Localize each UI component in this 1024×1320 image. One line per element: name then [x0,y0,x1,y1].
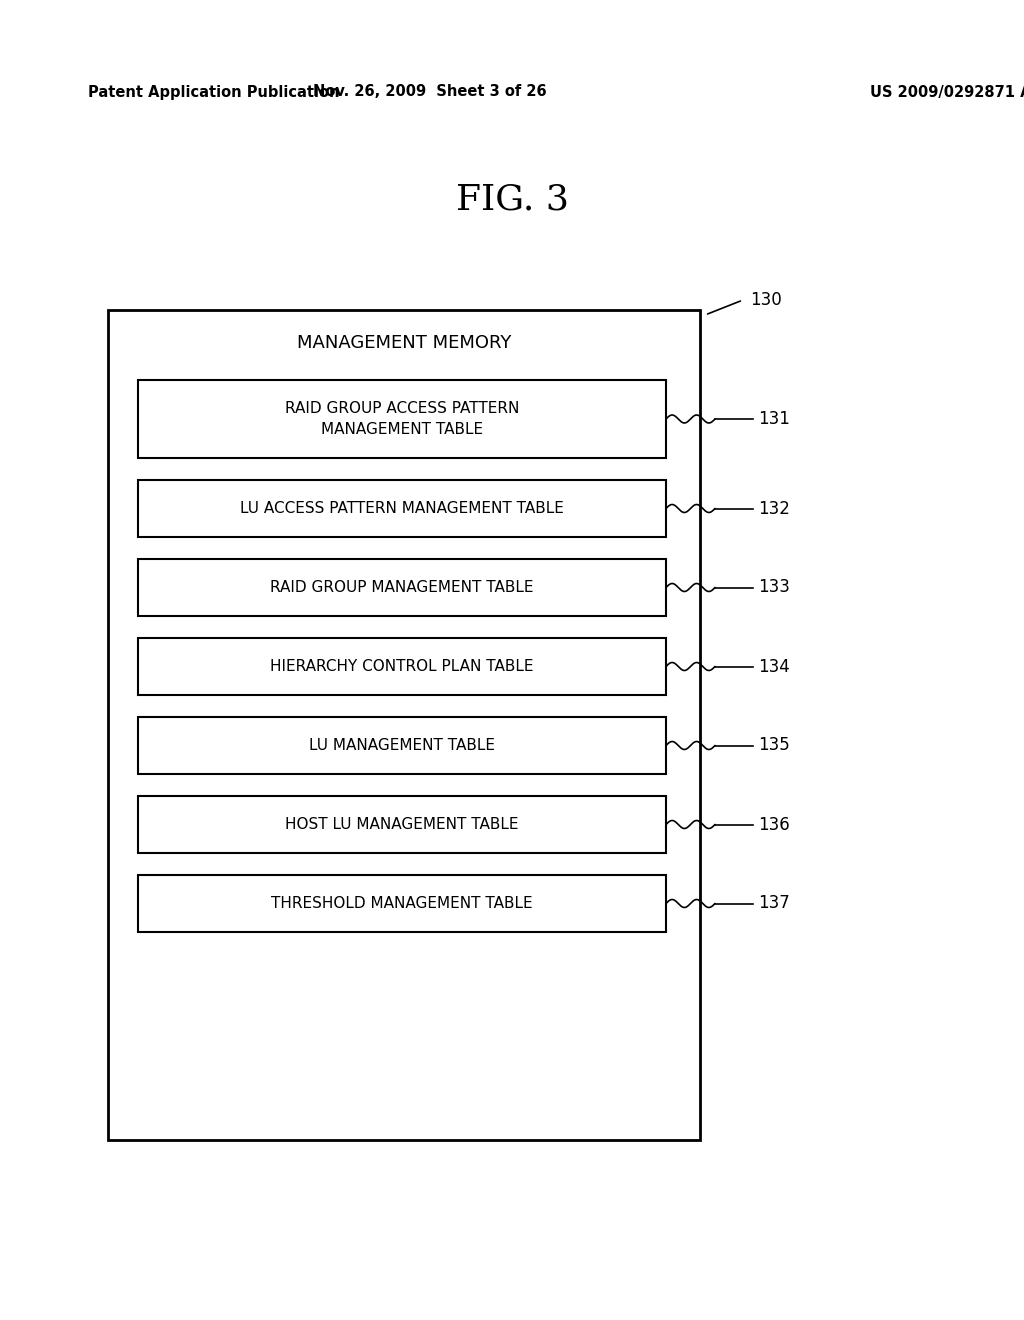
Text: Patent Application Publication: Patent Application Publication [88,84,340,99]
Bar [108,310,700,1140]
Text: LU ACCESS PATTERN MANAGEMENT TABLE: LU ACCESS PATTERN MANAGEMENT TABLE [240,502,564,516]
Text: RAID GROUP MANAGEMENT TABLE: RAID GROUP MANAGEMENT TABLE [270,579,534,595]
Bar [138,875,666,932]
Bar [138,480,666,537]
Text: 133: 133 [758,578,790,597]
Text: 137: 137 [758,895,790,912]
Text: 134: 134 [758,657,790,676]
Text: HOST LU MANAGEMENT TABLE: HOST LU MANAGEMENT TABLE [286,817,519,832]
Bar [138,638,666,696]
Text: 131: 131 [758,411,790,428]
Text: FIG. 3: FIG. 3 [456,183,568,216]
Text: RAID GROUP ACCESS PATTERN
MANAGEMENT TABLE: RAID GROUP ACCESS PATTERN MANAGEMENT TAB… [285,401,519,437]
Text: 135: 135 [758,737,790,755]
Bar [138,380,666,458]
Text: THRESHOLD MANAGEMENT TABLE: THRESHOLD MANAGEMENT TABLE [271,896,532,911]
Text: 130: 130 [750,290,781,309]
Bar [138,717,666,774]
Text: Nov. 26, 2009  Sheet 3 of 26: Nov. 26, 2009 Sheet 3 of 26 [313,84,547,99]
Text: LU MANAGEMENT TABLE: LU MANAGEMENT TABLE [309,738,495,752]
Text: HIERARCHY CONTROL PLAN TABLE: HIERARCHY CONTROL PLAN TABLE [270,659,534,675]
Text: US 2009/0292871 A1: US 2009/0292871 A1 [870,84,1024,99]
Text: 136: 136 [758,816,790,833]
Bar [138,558,666,616]
Text: 132: 132 [758,499,790,517]
Text: MANAGEMENT MEMORY: MANAGEMENT MEMORY [297,334,511,352]
Bar [138,796,666,853]
